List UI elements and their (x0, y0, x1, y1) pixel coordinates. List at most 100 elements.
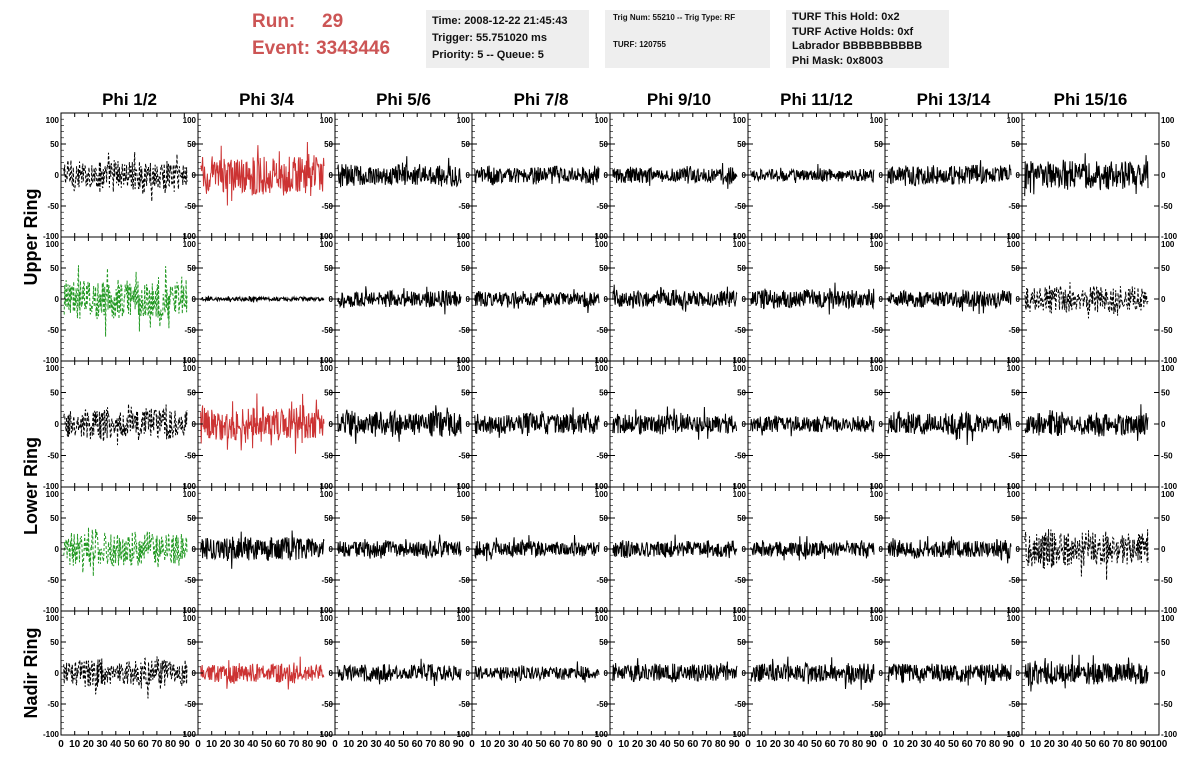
y-tick-label: 0 (742, 669, 747, 678)
phi-mask-text: Phi Mask: 0x8003 (792, 54, 884, 67)
y-tick-label: 50 (599, 514, 608, 523)
y-tick-label: -100 (317, 482, 334, 491)
y-tick-label: 50 (737, 514, 746, 523)
x-tick-label: 30 (371, 739, 383, 750)
y-tick-label: 0 (55, 669, 60, 678)
y-tick-label: 100 (595, 490, 609, 499)
y-tick-label: 0 (55, 295, 60, 304)
y-tick-label: -50 (1161, 700, 1173, 709)
y-tick-label: 100 (595, 240, 609, 249)
trig-num-text: Trig Num: 55210 -- Trig Type: RF (613, 13, 736, 22)
y-tick-label: -100 (1161, 356, 1178, 365)
waveform-line (63, 527, 188, 577)
y-tick-label: 100 (1161, 614, 1175, 623)
y-tick-label: -50 (458, 700, 470, 709)
y-tick-label: -50 (871, 202, 883, 211)
y-tick-label: 100 (595, 614, 609, 623)
y-tick-label: 100 (1007, 116, 1021, 125)
waveform-line (474, 289, 600, 314)
y-tick-label: 0 (329, 171, 334, 180)
waveform-line (1024, 282, 1149, 319)
y-tick-label: -100 (592, 482, 609, 491)
y-tick-label: 50 (599, 264, 608, 273)
y-tick-label: -100 (454, 482, 471, 491)
x-tick-label: 40 (797, 739, 809, 750)
y-tick-label: -100 (180, 730, 197, 739)
x-tick-label: 60 (825, 739, 837, 750)
column-title: Phi 7/8 (514, 90, 569, 109)
x-tick-label: 10 (756, 739, 768, 750)
y-tick-label: -50 (47, 576, 59, 585)
waveform-line (750, 656, 875, 690)
y-tick-label: 50 (187, 638, 196, 647)
y-tick-label: -50 (47, 452, 59, 461)
y-tick-label: 50 (461, 514, 470, 523)
ring-label: Nadir Ring (21, 627, 41, 718)
y-tick-label: -100 (180, 606, 197, 615)
priority-text: Priority: 5 -- Queue: 5 (432, 49, 544, 61)
x-tick-label: 60 (412, 739, 424, 750)
x-tick-label: 100 (1151, 739, 1168, 750)
column-title: Phi 13/14 (917, 90, 991, 109)
y-tick-label: 0 (1016, 171, 1021, 180)
waveform-line (612, 534, 738, 559)
y-tick-label: 100 (1161, 490, 1175, 499)
y-tick-label: -50 (871, 326, 883, 335)
y-tick-label: 0 (879, 420, 884, 429)
y-tick-label: -100 (1161, 730, 1178, 739)
y-tick-label: -100 (317, 356, 334, 365)
y-tick-label: 50 (187, 264, 196, 273)
y-tick-label: -50 (596, 576, 608, 585)
y-tick-label: 50 (461, 264, 470, 273)
x-tick-label: 70 (1112, 739, 1124, 750)
y-tick-label: -50 (734, 326, 746, 335)
y-tick-label: 50 (1011, 389, 1020, 398)
y-tick-label: 0 (55, 171, 60, 180)
y-tick-label: 50 (1161, 140, 1170, 149)
x-tick-label: 20 (907, 739, 919, 750)
y-tick-label: -100 (730, 606, 747, 615)
y-tick-label: 100 (733, 240, 747, 249)
x-tick-label: 10 (69, 739, 81, 750)
y-tick-label: 50 (874, 514, 883, 523)
y-tick-label: -50 (734, 452, 746, 461)
x-tick-label: 10 (206, 739, 218, 750)
y-tick-label: 0 (329, 295, 334, 304)
y-tick-label: 100 (870, 490, 884, 499)
x-tick-label: 40 (247, 739, 259, 750)
x-tick-label: 90 (316, 739, 328, 750)
y-tick-label: -100 (730, 232, 747, 241)
y-tick-label: 50 (1011, 140, 1020, 149)
turf-this-hold-text: TURF This Hold: 0x2 (792, 11, 900, 23)
y-tick-label: -50 (734, 700, 746, 709)
y-tick-label: 50 (461, 140, 470, 149)
ring-label: Upper Ring (21, 189, 41, 286)
x-tick-label: 20 (357, 739, 369, 750)
y-tick-label: -100 (43, 232, 60, 241)
y-tick-label: 0 (1016, 669, 1021, 678)
y-tick-label: -100 (1004, 232, 1021, 241)
y-tick-label: -100 (43, 606, 60, 615)
y-tick-label: -50 (47, 202, 59, 211)
y-tick-label: 100 (183, 116, 197, 125)
y-tick-label: 0 (742, 545, 747, 554)
event-value: 3343446 (316, 38, 391, 59)
y-tick-label: 0 (604, 545, 609, 554)
y-tick-label: 0 (192, 669, 197, 678)
y-tick-label: 50 (461, 389, 470, 398)
x-tick-label: 50 (811, 739, 823, 750)
y-tick-label: -100 (180, 482, 197, 491)
x-tick-label: 50 (1085, 739, 1097, 750)
y-tick-label: 0 (742, 295, 747, 304)
x-tick-label: 30 (234, 739, 246, 750)
y-tick-label: -50 (1161, 202, 1173, 211)
x-tick-label: 70 (425, 739, 437, 750)
waveform-line (1024, 529, 1149, 581)
y-tick-label: 100 (320, 240, 334, 249)
y-tick-label: -100 (730, 730, 747, 739)
x-tick-label: 10 (343, 739, 355, 750)
y-tick-label: 50 (50, 638, 59, 647)
trigger-text: Trigger: 55.751020 ms (432, 32, 547, 44)
waveform-line (474, 407, 600, 438)
